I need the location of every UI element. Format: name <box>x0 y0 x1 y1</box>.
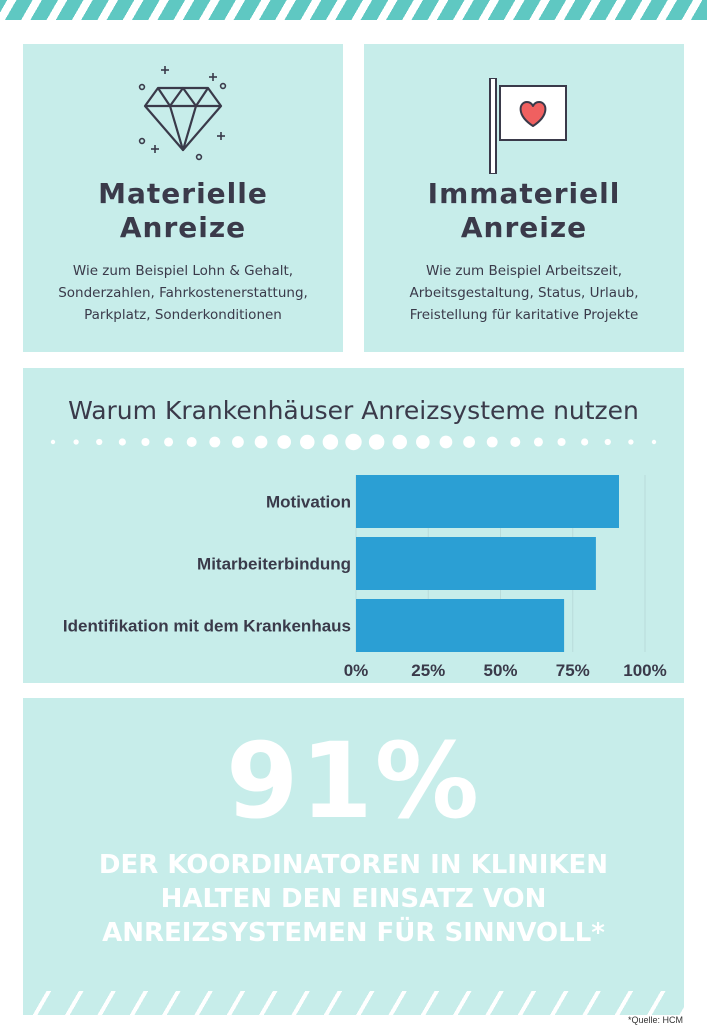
bar-chart: 0% 25% 50% 75% 100% Motivation Mitarbeiterbind… <box>63 475 667 680</box>
divider-dot <box>277 435 291 449</box>
card-text-line: Parkplatz, Sonderkonditionen <box>84 307 282 323</box>
card-title-line: Anreize <box>119 211 247 244</box>
card-text-line: Wie zum Beispiel Arbeitszeit, <box>426 263 622 279</box>
bar <box>356 475 619 528</box>
divider-dot <box>439 435 453 449</box>
divider-dot <box>604 438 611 446</box>
source-note: *Quelle: HCM <box>627 1015 683 1025</box>
card-description: Wie zum Beispiel Arbeitszeit, Arbeitsges… <box>364 260 684 326</box>
x-tick-label: 25% <box>411 661 445 680</box>
divider-dot <box>557 437 566 447</box>
card-title: Immateriell Anreize <box>364 177 684 245</box>
x-tick-label: 75% <box>556 661 590 680</box>
chart-panel: Warum Krankenhäuser Anreizsysteme nutzen… <box>23 368 684 683</box>
divider-dot <box>628 439 634 445</box>
chart-title: Warum Krankenhäuser Anreizsysteme nutzen <box>68 396 639 425</box>
divider-dot <box>299 434 315 450</box>
divider-dot <box>232 436 244 448</box>
category-label: Mitarbeiterbindung <box>197 555 351 574</box>
category-label: Identifikation mit dem Krankenhaus <box>63 617 351 636</box>
card-title-line: Materielle <box>98 177 268 210</box>
card-text-line: Arbeitsgestaltung, Status, Urlaub, <box>409 285 639 301</box>
x-tick-label: 50% <box>483 661 517 680</box>
divider-dot <box>164 437 174 447</box>
x-tick-label: 0% <box>344 661 369 680</box>
card-text-line: Wie zum Beispiel Lohn & Gehalt, <box>72 263 294 279</box>
stat-number: 91% <box>226 720 481 842</box>
immateriell-anreize-card: Immateriell Anreize Wie zum Beispiel Arb… <box>364 44 684 352</box>
bottom-stripe-border <box>23 991 684 1015</box>
card-description: Wie zum Beispiel Lohn & Gehalt, Sonderza… <box>23 260 343 326</box>
divider-dot <box>254 435 268 449</box>
stat-text-line: HALTEN DEN EINSATZ VON <box>160 884 547 914</box>
materielle-anreize-card: Materielle Anreize Wie zum Beispiel Lohn… <box>23 44 343 352</box>
divider-dot <box>141 437 150 447</box>
divider-dot <box>50 439 56 445</box>
divider-dot <box>416 435 430 449</box>
divider-dot <box>392 434 408 450</box>
divider-dot <box>209 436 221 448</box>
card-title-line: Immateriell <box>427 177 621 210</box>
divider-dot <box>186 437 197 447</box>
bar <box>356 537 596 590</box>
divider-dot <box>651 439 657 445</box>
top-stripe-border <box>0 0 707 20</box>
stat-text: DER KOORDINATOREN IN KLINIKEN HALTEN DEN… <box>23 848 684 950</box>
divider-dot <box>486 436 498 448</box>
heart-flag-icon <box>489 78 567 174</box>
stat-text-line: DER KOORDINATOREN IN KLINIKEN <box>98 850 609 880</box>
dot-divider <box>50 433 657 451</box>
diamond-icon <box>138 66 227 161</box>
card-text-line: Sonderzahlen, Fahrkostenerstattung, <box>58 285 308 301</box>
divider-dot <box>368 434 385 450</box>
stat-text-line: ANREIZSYSTEMEN FÜR SINNVOLL* <box>102 918 605 948</box>
divider-dot <box>322 434 339 450</box>
divider-dot <box>96 438 103 446</box>
card-text-line: Freistellung für karitative Projekte <box>409 307 639 323</box>
card-title-line: Anreize <box>460 211 588 244</box>
divider-dot <box>510 437 521 447</box>
card-title: Materielle Anreize <box>23 177 343 245</box>
divider-dot <box>118 438 126 446</box>
x-tick-label: 100% <box>623 661 666 680</box>
bar <box>356 599 565 652</box>
divider-dot <box>345 433 362 451</box>
stat-panel: 91% DER KOORDINATOREN IN KLINIKEN HALTEN… <box>23 698 684 1015</box>
divider-dot <box>73 439 79 445</box>
divider-dot <box>581 438 589 446</box>
category-label: Motivation <box>266 493 351 512</box>
divider-dot <box>533 437 543 447</box>
divider-dot <box>463 436 475 448</box>
